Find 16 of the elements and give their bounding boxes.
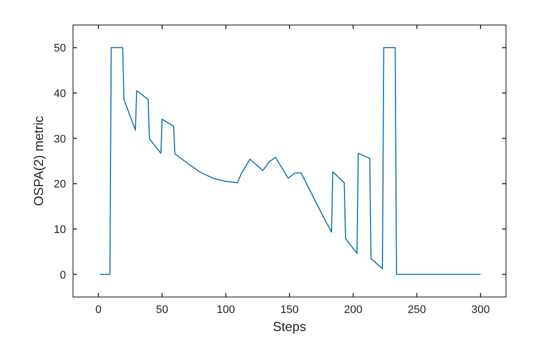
line-series	[99, 47, 482, 275]
y-axis-title: OSPA(2) metric	[31, 115, 46, 206]
x-tick-label: 250	[408, 304, 426, 316]
y-tick-label: 10	[54, 224, 66, 236]
x-tick-label: 300	[471, 304, 490, 316]
x-tick-label: 150	[280, 304, 299, 316]
x-tick-label: 100	[216, 304, 236, 316]
y-tick-label: 50	[54, 42, 66, 55]
x-tick-label: 50	[156, 304, 168, 316]
x-tick-label: 0	[95, 304, 102, 316]
y-tick-label: 30	[54, 133, 66, 146]
x-tick-label: 200	[344, 304, 362, 316]
y-tick-label: 0	[60, 269, 66, 282]
y-tick-label: 20	[54, 178, 66, 191]
y-tick-label: 40	[54, 88, 66, 100]
x-axis-title: Steps	[272, 319, 307, 334]
